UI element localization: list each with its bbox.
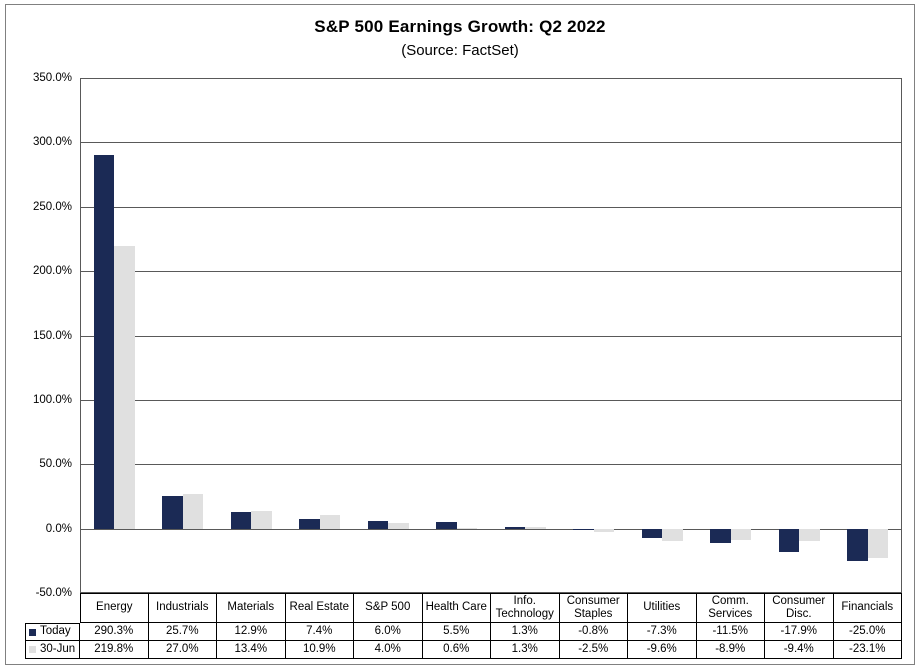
table-cell-30-jun-comm-services: -8.9%	[696, 641, 765, 659]
y-axis-tick-label: 100.0%	[32, 393, 72, 406]
table-header-consumer-staples: Consumer Staples	[559, 593, 628, 623]
table-header-health-care: Health Care	[422, 593, 491, 623]
gridline	[81, 206, 901, 208]
bar-30-jun-materials	[251, 511, 272, 529]
table-cell-today-consumer-staples: -0.8%	[559, 623, 628, 641]
bar-today-materials	[230, 512, 252, 529]
bar-30-jun-info-technology	[525, 526, 546, 529]
y-axis-tick-label: 150.0%	[32, 329, 72, 342]
table-cell-today-comm-services: -11.5%	[696, 623, 765, 641]
legend-marker-30-jun	[29, 646, 36, 653]
y-axis-tick-label: 0.0%	[45, 522, 72, 535]
table-cell-30-jun-real-estate: 10.9%	[285, 641, 354, 659]
legend-item-today: Today	[25, 623, 80, 641]
table-cell-today-info-technology: 1.3%	[491, 623, 560, 641]
table-cell-30-jun-energy: 219.8%	[80, 641, 149, 659]
table-cell-30-jun-consumer-staples: -2.5%	[559, 641, 628, 659]
bar-today-comm-services	[710, 528, 731, 544]
bar-30-jun-financials	[867, 528, 889, 559]
table-header-financials: Financials	[833, 593, 902, 623]
table-cell-today-energy: 290.3%	[80, 623, 149, 641]
table-cell-today-utilities: -7.3%	[628, 623, 697, 641]
table-cell-today-materials: 12.9%	[217, 623, 286, 641]
bar-today-energy	[93, 154, 115, 529]
bar-today-utilities	[641, 528, 663, 539]
bar-today-info-technology	[504, 526, 526, 529]
bar-today-consumer-disc	[778, 528, 800, 552]
y-axis-tick-label: 200.0%	[32, 265, 72, 278]
plot-area	[80, 78, 902, 593]
gridline	[81, 399, 901, 401]
table-header-energy: Energy	[80, 593, 149, 623]
table-header-consumer-disc: Consumer Disc.	[765, 593, 834, 623]
y-axis-tick-label: 300.0%	[32, 136, 72, 149]
table-cell-today-industrials: 25.7%	[148, 623, 217, 641]
table-cell-today-health-care: 5.5%	[422, 623, 491, 641]
bar-today-financials	[847, 528, 868, 561]
table-cell-today-consumer-disc: -17.9%	[765, 623, 834, 641]
bar-30-jun-s-p-500	[388, 523, 409, 529]
y-axis-tick-label: 350.0%	[32, 72, 72, 84]
legend-label-today: Today	[40, 625, 71, 638]
bar-30-jun-utilities	[662, 528, 683, 541]
table-cell-today-financials: -25.0%	[833, 623, 902, 641]
table-cell-30-jun-materials: 13.4%	[217, 641, 286, 659]
table-cell-today-s-p-500: 6.0%	[354, 623, 423, 641]
zero-gridline	[81, 528, 901, 530]
table-cell-30-jun-utilities: -9.6%	[628, 641, 697, 659]
table-header-industrials: Industrials	[148, 593, 217, 623]
table-cell-30-jun-financials: -23.1%	[833, 641, 902, 659]
bar-30-jun-real-estate	[319, 514, 341, 529]
table-header-materials: Materials	[217, 593, 286, 623]
gridline	[81, 271, 901, 273]
bar-30-jun-consumer-disc	[799, 528, 820, 541]
y-axis-tick-label: 250.0%	[32, 200, 72, 213]
table-cell-30-jun-s-p-500: 4.0%	[354, 641, 423, 659]
bar-30-jun-comm-services	[730, 528, 752, 541]
gridline	[81, 464, 901, 466]
bar-today-health-care	[436, 521, 457, 529]
table-cell-30-jun-consumer-disc: -9.4%	[765, 641, 834, 659]
y-axis-tick-label: 50.0%	[39, 458, 72, 471]
gridline	[81, 335, 901, 337]
bar-today-industrials	[162, 495, 183, 529]
legend-item-30-jun: 30-Jun	[25, 641, 80, 659]
gridline	[81, 142, 901, 144]
bar-today-s-p-500	[367, 520, 389, 529]
bar-today-consumer-staples	[573, 528, 594, 530]
table-cell-30-jun-industrials: 27.0%	[148, 641, 217, 659]
legend-label-30-jun: 30-Jun	[40, 642, 76, 655]
table-header-s-p-500: S&P 500	[354, 593, 423, 623]
bar-30-jun-energy	[114, 245, 135, 529]
table-header-real-estate: Real Estate	[285, 593, 354, 623]
chart-subtitle: (Source: FactSet)	[401, 42, 519, 59]
table-corner-spacer	[25, 593, 80, 623]
chart-title: S&P 500 Earnings Growth: Q2 2022	[314, 17, 606, 36]
table-cell-today-real-estate: 7.4%	[285, 623, 354, 641]
bar-today-real-estate	[299, 519, 320, 529]
table-header-comm-services: Comm. Services	[696, 593, 765, 623]
table-cell-30-jun-info-technology: 1.3%	[491, 641, 560, 659]
bar-30-jun-health-care	[456, 527, 478, 529]
bar-30-jun-industrials	[182, 493, 204, 529]
table-header-utilities: Utilities	[628, 593, 697, 623]
legend-marker-today	[29, 628, 36, 636]
y-axis-tick-label: -50.0%	[35, 587, 72, 599]
table-cell-30-jun-health-care: 0.6%	[422, 641, 491, 659]
table-header-info-technology: Info. Technology	[491, 593, 560, 623]
bar-30-jun-consumer-staples	[593, 528, 615, 532]
data-table: Energy Industrials Materials Real Estate S&P…	[25, 593, 902, 659]
